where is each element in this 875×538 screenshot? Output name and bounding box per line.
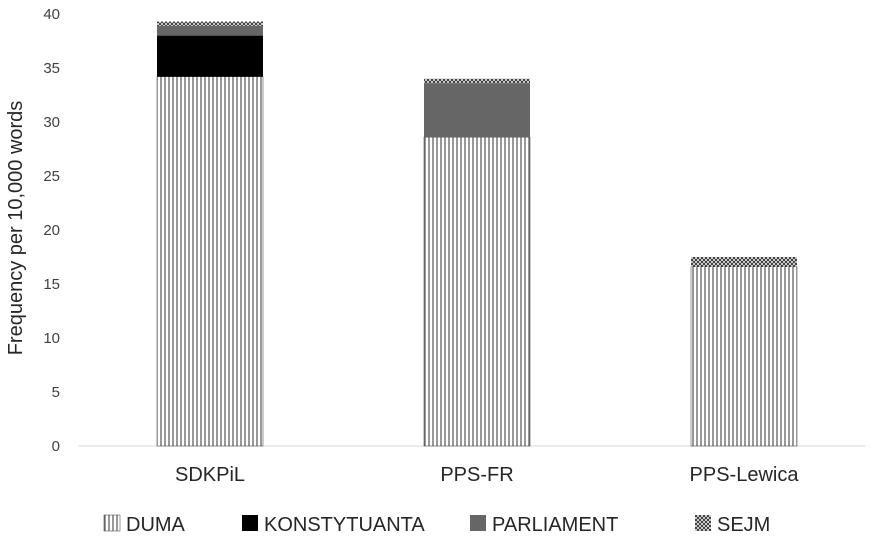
legend-swatch-parliament [470,515,486,531]
bar-segment-duma-pps-lewica [690,266,798,447]
y-tick-label: 0 [52,438,60,455]
bars [156,21,798,447]
y-tick-label: 20 [43,222,60,239]
y-axis-ticks: 0 5 10 15 20 25 30 35 40 [43,6,60,455]
legend-swatch-duma [103,514,121,532]
legend-label-konstytuanta: KONSTYTUANTA [264,514,425,536]
y-tick-label: 35 [43,60,60,77]
legend: DUMA KONSTYTUANTA PARLIAMENT SEJM [103,514,770,536]
category-label: PPS-Lewica [690,464,800,486]
category-label: PPS-FR [440,464,513,486]
legend-swatch-sejm [695,515,711,531]
legend-swatch-konstytuanta [242,515,258,531]
legend-label-parliament: PARLIAMENT [492,514,618,536]
bar-segment-parliament-sdkpil [157,25,263,36]
y-axis-title: Frequency per 10,000 words [5,101,27,356]
y-tick-label: 25 [43,168,60,185]
legend-label-sejm: SEJM [717,514,770,536]
bar-segment-konstytuanta-sdkpil [157,35,263,77]
category-labels: SDKPiL PPS-FR PPS-Lewica [175,464,799,486]
y-tick-label: 40 [43,6,60,23]
y-tick-label: 10 [43,330,60,347]
category-label: SDKPiL [175,464,245,486]
y-tick-label: 30 [43,114,60,131]
y-tick-label: 5 [52,384,60,401]
bar-segment-sejm-sdkpil [157,21,263,26]
bar-segment-sejm-pps-lewica [691,257,797,267]
bar-segment-duma-pps-fr [423,136,531,447]
y-tick-label: 15 [43,276,60,293]
legend-label-duma: DUMA [126,514,186,536]
bar-segment-duma-sdkpil [156,76,264,447]
bar-segment-parliament-pps-fr [424,83,530,138]
bar-segment-sejm-pps-fr [424,78,530,84]
